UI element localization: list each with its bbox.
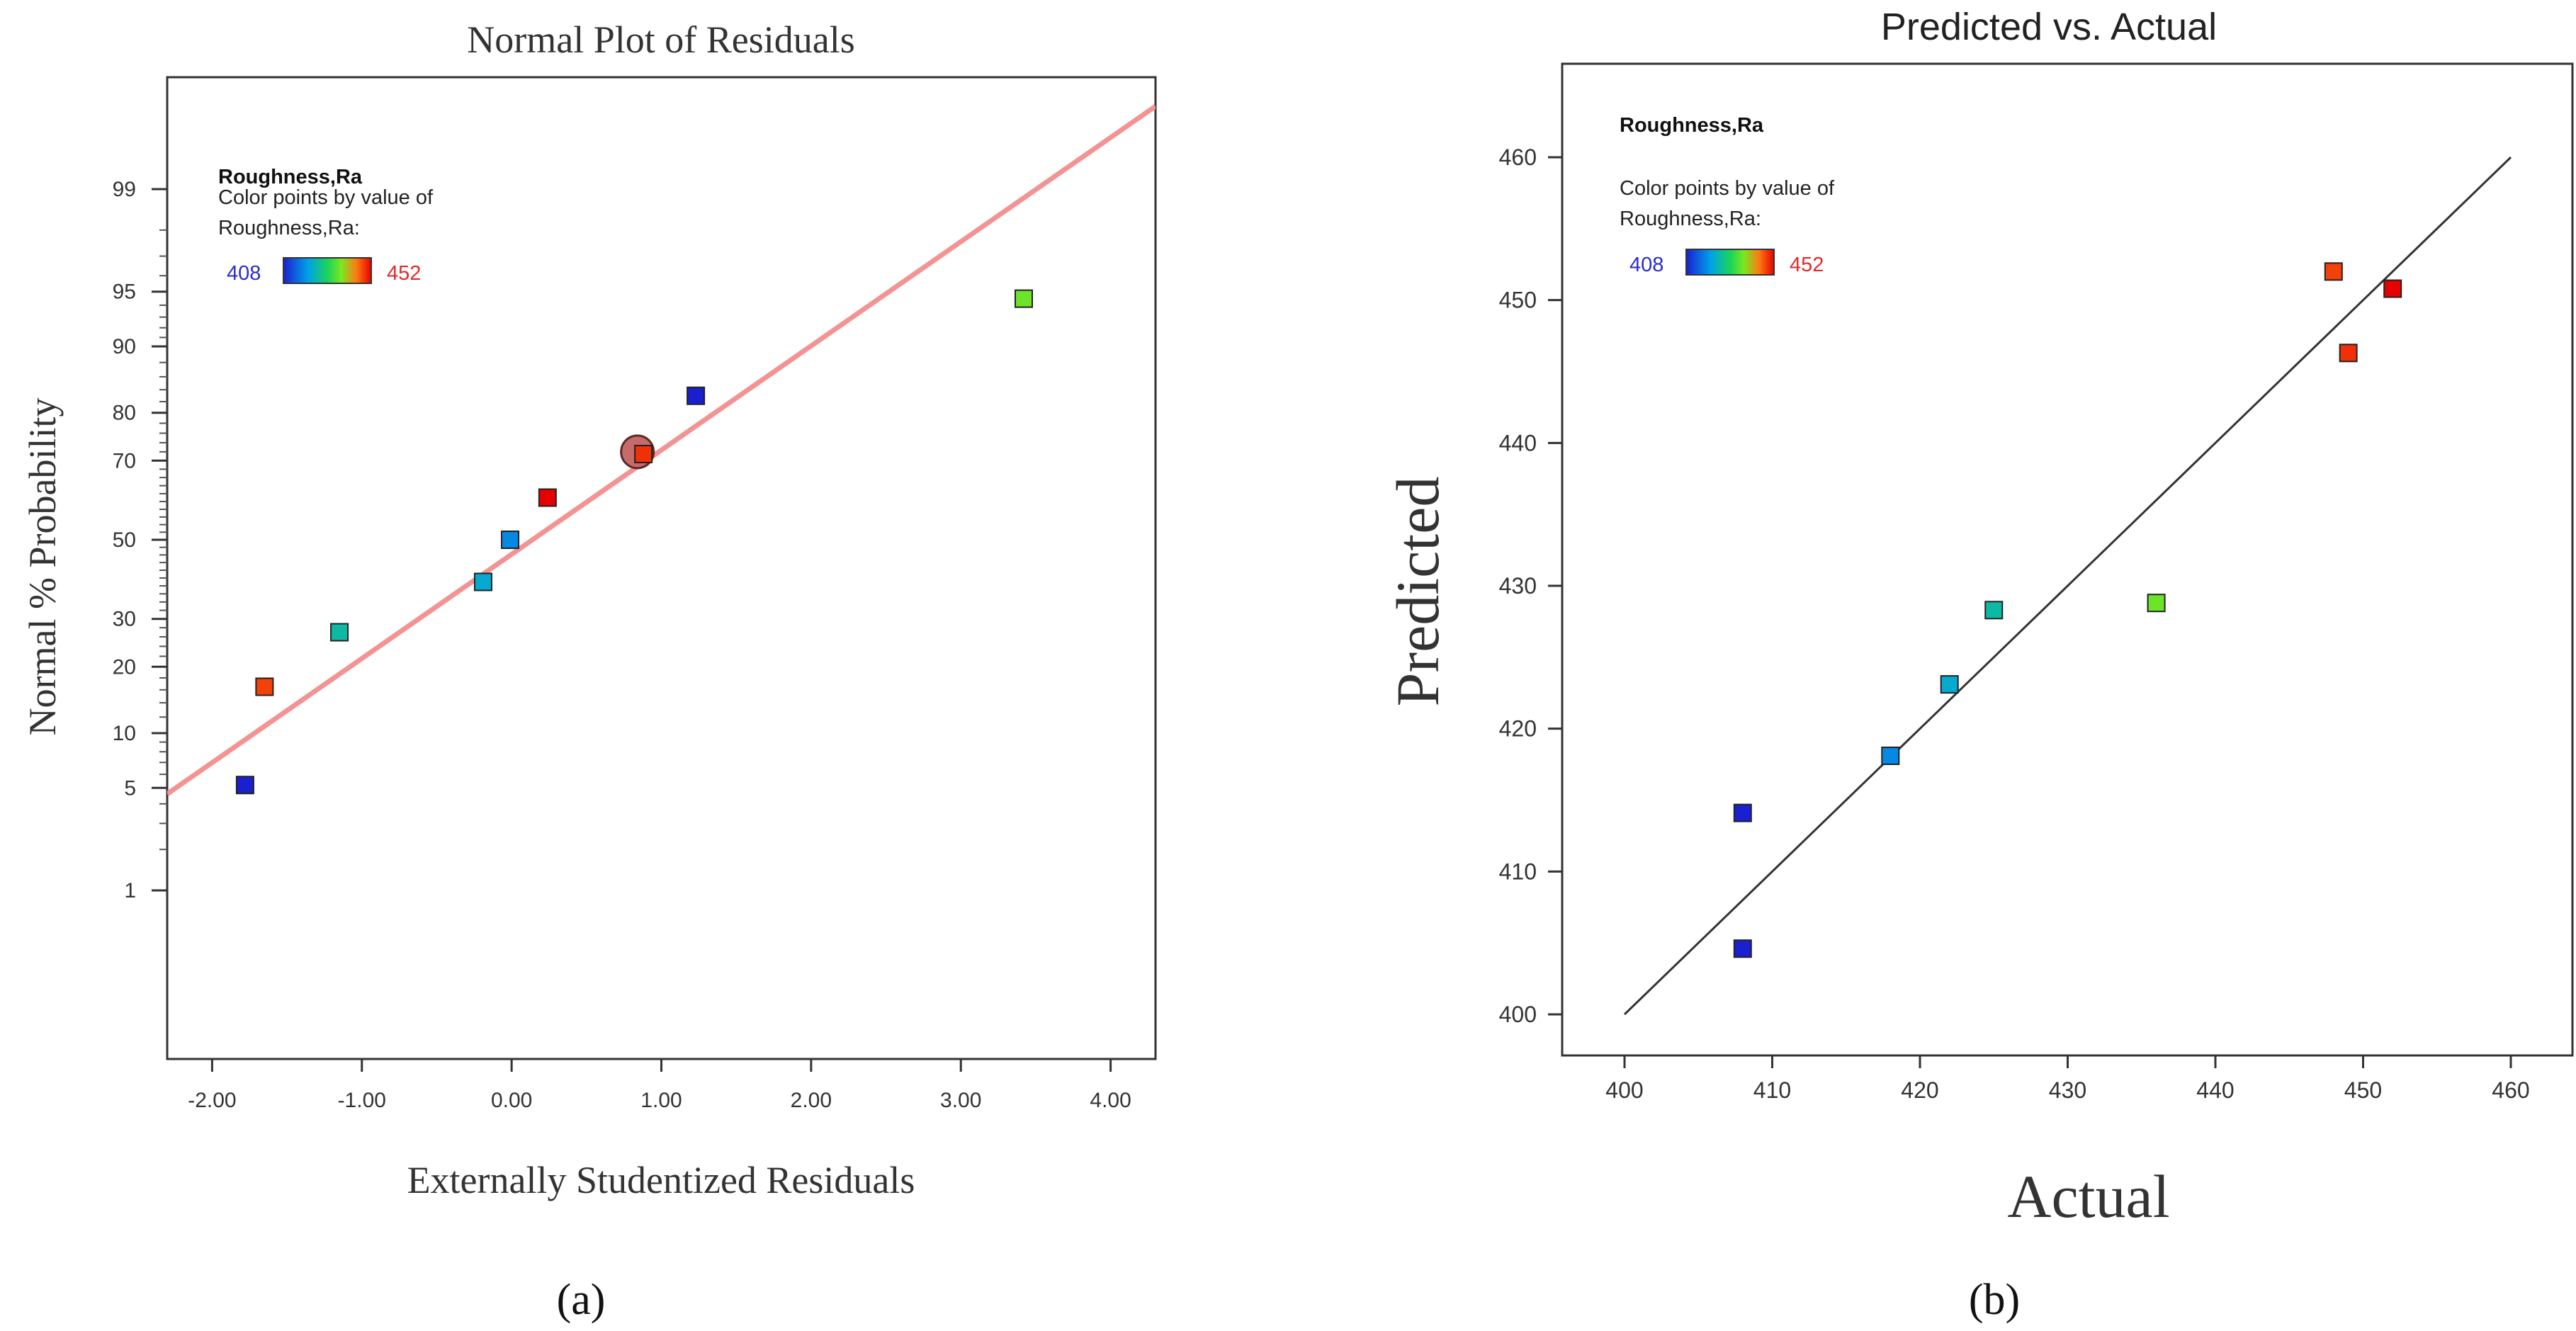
y-axis-label: Predicted xyxy=(1384,477,1452,707)
y-tick-label: 1 xyxy=(124,879,136,902)
y-tick-label: 99 xyxy=(113,178,136,201)
data-point xyxy=(687,386,706,405)
x-tick-label: 430 xyxy=(2049,1077,2086,1103)
x-tick-label: 410 xyxy=(1753,1077,1791,1103)
y-tick-label: 30 xyxy=(113,608,136,631)
y-tick-label: 400 xyxy=(1499,1002,1537,1027)
y-axis-ticks: 1 5 10 20 30 50 70 80 90 95 99 xyxy=(113,178,167,902)
legend-caption-line2: Roughness,Ra: xyxy=(1620,208,1761,230)
y-tick-label: 70 xyxy=(113,449,136,472)
color-scale-bar xyxy=(1685,249,1775,276)
x-tick-label: 440 xyxy=(2196,1077,2234,1103)
legend-min-label: 408 xyxy=(227,262,261,285)
normal-plot-panel: Normal Plot of Residuals 1 5 10 20 30 50 70 80 9… xyxy=(21,18,1157,1324)
data-point xyxy=(1984,601,2004,620)
x-tick-label: 400 xyxy=(1605,1077,1643,1103)
data-point xyxy=(2324,262,2343,281)
x-tick-label: 2.00 xyxy=(791,1089,832,1112)
y-tick-label: 5 xyxy=(124,776,136,800)
y-tick-label: 420 xyxy=(1499,716,1537,742)
data-point xyxy=(330,623,349,642)
legend-max-label: 452 xyxy=(387,262,421,285)
x-tick-label: 460 xyxy=(2492,1077,2529,1103)
color-legend: Roughness,Ra Color points by value of Ro… xyxy=(218,166,434,285)
y-tick-label: 440 xyxy=(1499,430,1537,455)
x-tick-label: 4.00 xyxy=(1090,1089,1131,1112)
data-point xyxy=(2339,344,2358,363)
data-point xyxy=(473,572,492,591)
chart-title: Normal Plot of Residuals xyxy=(467,18,854,61)
panel-label-b: (b) xyxy=(1969,1276,2020,1324)
legend-caption-line1: Color points by value of xyxy=(218,186,434,209)
x-tick-label: 1.00 xyxy=(640,1089,682,1112)
x-tick-label: -2.00 xyxy=(188,1089,236,1112)
y-tick-label: 430 xyxy=(1499,573,1537,599)
data-point xyxy=(634,445,653,464)
x-axis-label: Actual xyxy=(2007,1162,2169,1230)
reference-line xyxy=(167,104,1156,796)
legend-response: Roughness,Ra xyxy=(218,166,363,188)
predicted-vs-actual-panel: Predicted vs. Actual 4004104204304404504… xyxy=(1384,6,2574,1324)
data-point xyxy=(501,531,520,549)
y-tick-label: 95 xyxy=(113,281,136,304)
data-point xyxy=(235,776,254,795)
y-tick-label: 10 xyxy=(113,722,136,745)
x-axis-ticks: -2.00 -1.00 0.00 1.00 2.00 3.00 4.00 xyxy=(188,1059,1131,1112)
x-tick-label: 420 xyxy=(1901,1077,1938,1103)
data-point xyxy=(2383,279,2402,298)
data-points xyxy=(235,289,1033,795)
data-point xyxy=(255,677,274,696)
data-point xyxy=(1015,289,1033,308)
y-tick-label: 20 xyxy=(113,655,136,679)
reference-line xyxy=(1623,156,2512,1016)
x-tick-label: -1.00 xyxy=(338,1089,386,1112)
y-axis-ticks: 400 410 420 430 440 450 460 xyxy=(1499,145,1562,1027)
x-tick-label: 450 xyxy=(2344,1077,2382,1103)
data-point xyxy=(1733,803,1752,822)
data-point xyxy=(1940,675,1959,694)
data-point xyxy=(1733,939,1752,958)
legend-min-label: 408 xyxy=(1629,254,1663,276)
y-tick-label: 50 xyxy=(113,528,136,552)
panel-label-a: (a) xyxy=(557,1276,606,1324)
data-point xyxy=(1881,746,1900,765)
y-minor-ticks xyxy=(159,229,167,851)
color-scale-bar xyxy=(283,257,372,284)
y-axis-label: Normal % Probability xyxy=(21,398,64,736)
legend-response: Roughness,Ra xyxy=(1620,114,1764,137)
y-tick-label: 450 xyxy=(1499,288,1537,313)
y-tick-label: 410 xyxy=(1499,859,1537,884)
chart-title: Predicted vs. Actual xyxy=(1881,6,2217,48)
data-points xyxy=(1733,262,2402,958)
x-axis-label: Externally Studentized Residuals xyxy=(407,1159,915,1201)
color-legend: Roughness,Ra Color points by value of Ro… xyxy=(1620,114,1835,276)
legend-caption-line1: Color points by value of xyxy=(1620,177,1835,200)
legend-caption-line2: Roughness,Ra: xyxy=(218,217,360,239)
x-tick-label: 3.00 xyxy=(940,1089,981,1112)
y-tick-label: 90 xyxy=(113,335,136,358)
y-tick-label: 460 xyxy=(1499,145,1537,170)
data-point xyxy=(538,488,557,507)
legend-max-label: 452 xyxy=(1790,254,1824,276)
x-tick-label: 0.00 xyxy=(491,1089,532,1112)
y-tick-label: 80 xyxy=(113,402,136,425)
x-axis-ticks: 400 410 420 430 440 450 460 xyxy=(1605,1055,2530,1103)
data-point xyxy=(2147,594,2166,613)
